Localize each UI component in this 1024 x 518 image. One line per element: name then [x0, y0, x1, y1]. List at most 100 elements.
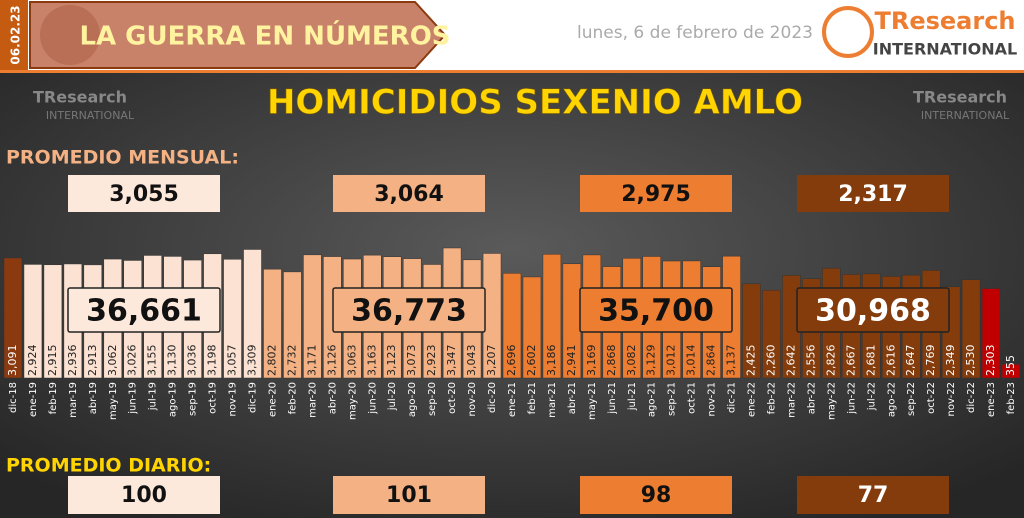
- x-tick-label: jun-19: [128, 382, 139, 415]
- value-label: 3,309: [246, 345, 259, 377]
- value-label: 2,556: [804, 345, 817, 377]
- x-tick-label: sep-20: [427, 382, 438, 416]
- value-label: 2,864: [705, 345, 718, 377]
- value-label: 3,082: [625, 345, 638, 377]
- monthly-average: 3,055: [109, 182, 179, 207]
- value-label: 2,616: [884, 345, 897, 377]
- daily-box: [333, 476, 485, 514]
- value-label: 3,014: [685, 345, 698, 377]
- x-tick-label: abr-19: [88, 382, 99, 414]
- daily-average: 101: [386, 483, 432, 508]
- value-label: 2,303: [984, 345, 997, 377]
- x-tick-label: ago-22: [886, 382, 897, 417]
- value-label: 3,130: [166, 345, 179, 377]
- value-label: 2,802: [265, 345, 278, 377]
- bar: [1001, 363, 1021, 379]
- value-label: 3,126: [325, 345, 338, 377]
- value-label: 3,129: [645, 345, 658, 377]
- value-label: 3,012: [665, 345, 678, 377]
- x-tick-label: ago-21: [647, 382, 658, 417]
- banner-icon: [40, 5, 100, 65]
- x-tick-label: abr-20: [327, 382, 338, 414]
- value-label: 2,826: [824, 345, 837, 377]
- x-tick-label: nov-22: [946, 382, 957, 416]
- x-tick-label: ago-19: [168, 382, 179, 417]
- monthly-heading: PROMEDIO MENSUAL:: [6, 147, 239, 169]
- x-tick-label: mar-21: [547, 382, 558, 418]
- logo-sub: INTERNATIONAL: [921, 109, 1010, 122]
- bar: [3, 257, 23, 379]
- logo-sub: INTERNATIONAL: [873, 40, 1017, 59]
- x-tick-label: mar-20: [307, 382, 318, 418]
- value-label: 3,169: [585, 345, 598, 377]
- x-tick-label: ene-23: [986, 382, 997, 417]
- monthly-box: [333, 175, 485, 212]
- bar: [283, 271, 302, 379]
- x-tick-label: ene-20: [267, 382, 278, 417]
- logo-ring: [822, 6, 874, 58]
- x-tick-label: mar-22: [786, 382, 797, 418]
- logo-name: TResearch: [33, 88, 127, 107]
- value-label: 2,260: [764, 345, 777, 377]
- x-tick-label: may-21: [587, 382, 598, 420]
- total-box: [796, 287, 950, 333]
- value-label: 2,667: [844, 345, 857, 377]
- value-label: 3,036: [186, 345, 199, 377]
- bar: [223, 259, 242, 379]
- value-label: 3,091: [6, 345, 19, 377]
- monthly-average: 2,975: [621, 182, 691, 207]
- value-label: 2,769: [924, 345, 937, 377]
- value-label: 2,913: [86, 345, 99, 377]
- bar: [762, 289, 781, 379]
- value-label: 3,063: [345, 345, 358, 377]
- x-tick-label: oct-22: [926, 382, 937, 414]
- x-tick-label: abr-22: [806, 382, 817, 414]
- value-label: 2,681: [864, 345, 877, 377]
- x-tick-label: nov-19: [228, 382, 239, 416]
- period-total: 36,773: [351, 294, 467, 329]
- total-box: [332, 287, 486, 333]
- x-tick-label: jul-20: [387, 382, 398, 411]
- bar: [981, 288, 1001, 379]
- value-label: 2,915: [46, 345, 59, 377]
- value-label: 2,530: [964, 345, 977, 377]
- x-tick-label: oct-19: [208, 382, 219, 414]
- x-tick-label: ene-21: [507, 382, 518, 417]
- value-label: 3,155: [146, 345, 159, 377]
- logo-name: TResearch: [913, 88, 1007, 107]
- x-tick-label: abr-21: [567, 382, 578, 414]
- value-label: 2,647: [904, 345, 917, 377]
- x-tick-label: jul-22: [866, 382, 877, 411]
- bar: [43, 264, 63, 379]
- bar: [502, 273, 522, 379]
- divider: [0, 70, 1024, 73]
- daily-average: 77: [858, 483, 889, 508]
- x-tick-label: mar-19: [68, 382, 79, 418]
- x-tick-label: jul-21: [627, 382, 638, 411]
- value-label: 3,347: [445, 345, 458, 377]
- value-label: 2,642: [784, 345, 797, 377]
- daily-box: [580, 476, 732, 514]
- value-label: 3,123: [385, 345, 398, 377]
- daily-average: 98: [641, 483, 672, 508]
- x-tick-label: nov-21: [707, 382, 718, 416]
- value-label: 3,198: [206, 345, 219, 377]
- x-tick-label: may-19: [108, 382, 119, 420]
- x-tick-label: sep-19: [188, 382, 199, 416]
- x-tick-label: feb-20: [287, 382, 298, 414]
- x-tick-label: may-22: [826, 382, 837, 420]
- value-label: 2,696: [505, 345, 518, 377]
- logo-name: TResearch: [874, 7, 1015, 35]
- banner-title: LA GUERRA EN NÚMEROS: [79, 20, 450, 52]
- daily-box: [68, 476, 220, 514]
- x-tick-label: oct-20: [447, 382, 458, 414]
- x-tick-label: ene-19: [28, 382, 39, 417]
- bar: [742, 283, 761, 379]
- bar: [263, 268, 282, 379]
- value-label: 2,924: [26, 345, 39, 377]
- date-tag: 06.02.23: [9, 5, 23, 64]
- value-label: 2,923: [425, 345, 438, 377]
- bar: [303, 254, 322, 379]
- value-label: 2,941: [565, 345, 578, 377]
- period-total: 36,661: [86, 294, 202, 329]
